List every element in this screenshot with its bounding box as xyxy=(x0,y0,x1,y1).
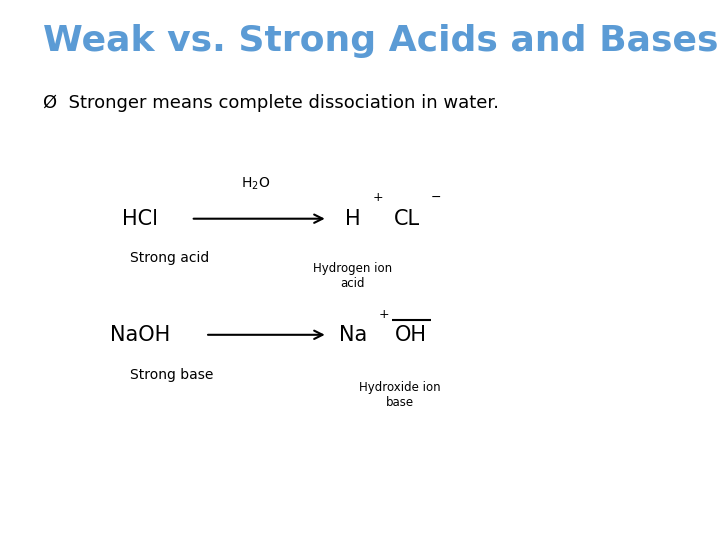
Text: H: H xyxy=(345,208,361,229)
Text: −: − xyxy=(431,191,441,204)
Text: CL: CL xyxy=(394,208,420,229)
Text: OH: OH xyxy=(395,325,426,345)
Text: HCl: HCl xyxy=(122,208,158,229)
Text: NaOH: NaOH xyxy=(110,325,171,345)
Text: H$_2$O: H$_2$O xyxy=(241,176,270,192)
Text: Strong acid: Strong acid xyxy=(130,251,209,265)
Text: Na: Na xyxy=(338,325,367,345)
Text: Strong base: Strong base xyxy=(130,368,213,382)
Text: Weak vs. Strong Acids and Bases: Weak vs. Strong Acids and Bases xyxy=(43,24,719,58)
Text: Hydroxide ion
base: Hydroxide ion base xyxy=(359,381,441,409)
Text: +: + xyxy=(373,191,383,204)
Text: +: + xyxy=(379,308,389,321)
Text: Ø  Stronger means complete dissociation in water.: Ø Stronger means complete dissociation i… xyxy=(43,94,499,112)
Text: Hydrogen ion
acid: Hydrogen ion acid xyxy=(313,262,392,290)
